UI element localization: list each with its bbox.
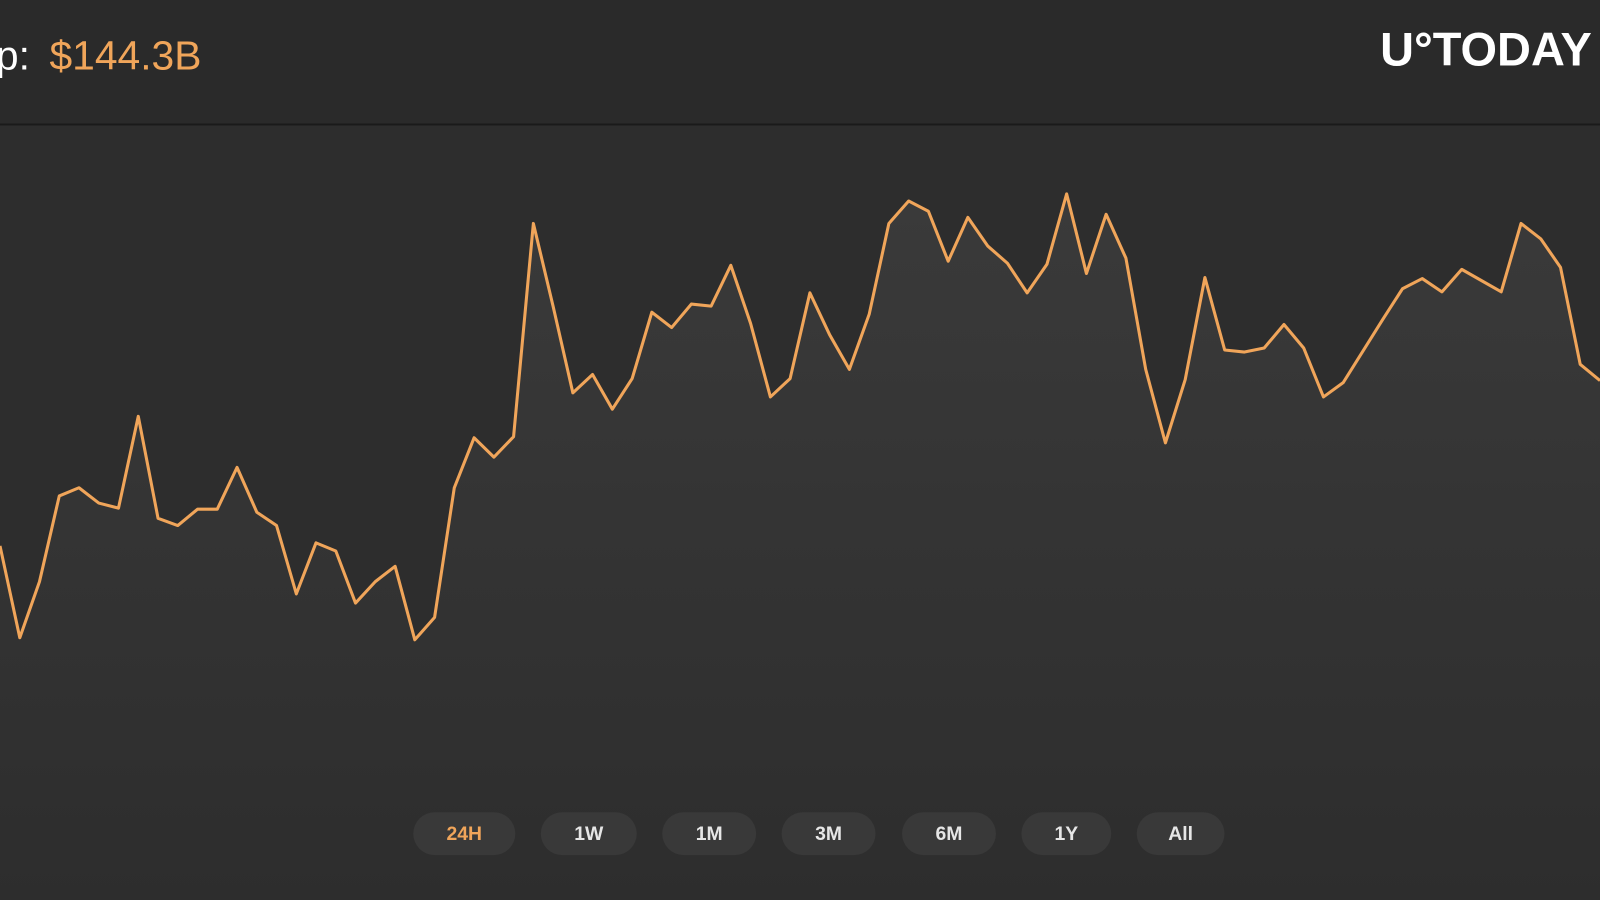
cap-label: p: xyxy=(0,32,30,78)
logo[interactable]: U°TODAY xyxy=(1380,23,1592,75)
range-buttons: 24H 1W 1M 3M 6M 1Y All xyxy=(413,812,1225,856)
range-label[interactable]: 6M xyxy=(936,823,963,845)
range-label[interactable]: All xyxy=(1168,823,1193,845)
range-label[interactable]: 1Y xyxy=(1054,823,1078,845)
range-button[interactable] xyxy=(413,812,516,856)
range-button[interactable] xyxy=(781,812,876,856)
range-button[interactable] xyxy=(1021,812,1112,856)
range-button[interactable] xyxy=(902,812,996,856)
range-label[interactable]: 1W xyxy=(574,823,604,845)
area xyxy=(0,193,1600,900)
cap-value: $144.3B xyxy=(49,32,201,78)
header-bar xyxy=(0,0,1600,125)
range-label[interactable]: 24H xyxy=(447,823,483,845)
range-button[interactable] xyxy=(1136,812,1225,856)
chart xyxy=(0,192,1600,900)
price-line xyxy=(0,192,1600,642)
range-label[interactable]: 1M xyxy=(696,823,723,845)
range-button[interactable] xyxy=(540,812,637,856)
cap-line: p: $144.3B xyxy=(0,32,201,78)
range-label[interactable]: 3M xyxy=(815,823,842,845)
range-button[interactable] xyxy=(662,812,757,856)
